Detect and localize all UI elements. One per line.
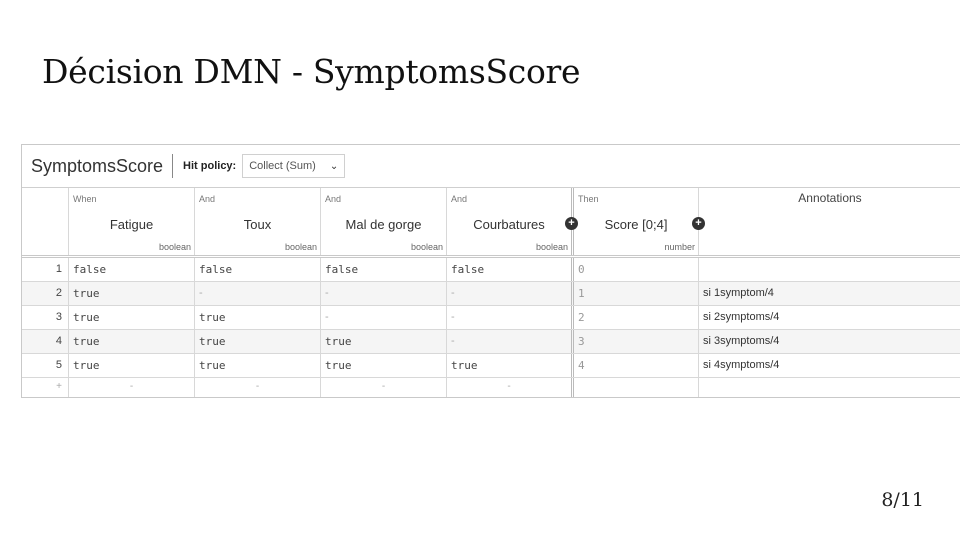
output-cell[interactable]: 1: [574, 282, 699, 305]
input-cell[interactable]: false: [447, 258, 574, 281]
dmn-decision-table: SymptomsScore Hit policy: Collect (Sum) …: [21, 144, 960, 398]
input-cell[interactable]: true: [321, 354, 447, 377]
input-cell[interactable]: true: [69, 306, 195, 329]
output-cell[interactable]: 3: [574, 330, 699, 353]
empty-annotation-cell[interactable]: [699, 378, 960, 397]
empty-input-cell[interactable]: -: [195, 378, 321, 397]
input-cell[interactable]: -: [447, 282, 574, 305]
output-cell[interactable]: 0: [574, 258, 699, 281]
add-rule-row: + - - - -: [22, 378, 960, 397]
output-cell[interactable]: 2: [574, 306, 699, 329]
column-name: Toux: [243, 217, 272, 232]
output-column-header-score[interactable]: Then Score [0;4] number +: [574, 188, 705, 255]
hit-policy-select[interactable]: Collect (Sum) ⌄: [242, 154, 346, 178]
index-header: [22, 188, 69, 255]
input-column-header-courbatures[interactable]: And Courbatures boolean +: [447, 188, 578, 255]
input-cell[interactable]: -: [195, 282, 321, 305]
add-output-column-icon[interactable]: +: [692, 217, 705, 230]
table-row: 4 true true true - 3 si 3symptoms/4: [22, 330, 960, 354]
column-kind: And: [199, 194, 216, 204]
annotation-cell[interactable]: si 2symptoms/4: [703, 311, 780, 323]
table-name[interactable]: SymptomsScore: [31, 154, 174, 178]
table-row: 5 true true true true 4 si 4symptoms/4: [22, 354, 960, 378]
column-name: Score [0;4]: [604, 217, 668, 232]
column-kind: When: [73, 194, 97, 204]
table-row: 3 true true - - 2 si 2symptoms/4: [22, 306, 960, 330]
input-cell[interactable]: -: [321, 282, 447, 305]
column-type: boolean: [410, 242, 443, 252]
column-name: Fatigue: [109, 217, 154, 232]
input-cell[interactable]: -: [321, 306, 447, 329]
input-column-header-toux[interactable]: And Toux boolean: [195, 188, 321, 255]
column-kind: And: [451, 194, 468, 204]
input-cell[interactable]: -: [447, 330, 574, 353]
input-cell[interactable]: false: [195, 258, 321, 281]
row-index: 2: [22, 282, 69, 305]
column-kind: Then: [578, 194, 599, 204]
row-index: 4: [22, 330, 69, 353]
input-cell[interactable]: -: [447, 306, 574, 329]
column-kind: And: [325, 194, 342, 204]
annotation-cell[interactable]: [699, 258, 960, 281]
row-index: 5: [22, 354, 69, 377]
empty-output-cell[interactable]: [574, 378, 699, 397]
input-cell[interactable]: false: [321, 258, 447, 281]
column-header-row: When Fatigue boolean And Toux boolean An…: [22, 188, 960, 258]
column-type: boolean: [535, 242, 568, 252]
add-rule-icon[interactable]: +: [22, 378, 69, 397]
dmn-table-header: SymptomsScore Hit policy: Collect (Sum) …: [22, 145, 960, 188]
input-cell[interactable]: true: [69, 282, 195, 305]
input-cell[interactable]: true: [195, 306, 321, 329]
input-cell[interactable]: true: [447, 354, 574, 377]
hit-policy-value: Collect (Sum): [249, 160, 316, 172]
annotations-header[interactable]: Annotations: [699, 188, 960, 255]
chevron-down-icon: ⌄: [329, 160, 339, 172]
input-cell[interactable]: true: [195, 330, 321, 353]
empty-input-cell[interactable]: -: [321, 378, 447, 397]
annotation-cell[interactable]: si 1symptom/4: [703, 287, 774, 299]
annotation-cell[interactable]: si 3symptoms/4: [703, 335, 780, 347]
annotations-title: Annotations: [798, 191, 862, 205]
input-cell[interactable]: false: [69, 258, 195, 281]
output-cell[interactable]: 4: [574, 354, 699, 377]
table-row: 1 false false false false 0: [22, 258, 960, 282]
empty-input-cell[interactable]: -: [69, 378, 195, 397]
page-number: 8/11: [881, 489, 924, 511]
input-cell[interactable]: true: [69, 354, 195, 377]
input-cell[interactable]: true: [69, 330, 195, 353]
column-type: number: [664, 242, 695, 252]
column-name: Mal de gorge: [345, 217, 422, 232]
input-column-header-fatigue[interactable]: When Fatigue boolean: [69, 188, 195, 255]
empty-input-cell[interactable]: -: [447, 378, 574, 397]
row-index: 3: [22, 306, 69, 329]
input-cell[interactable]: true: [321, 330, 447, 353]
column-name: Courbatures: [473, 217, 545, 232]
input-column-header-mal-de-gorge[interactable]: And Mal de gorge boolean: [321, 188, 447, 255]
hit-policy-label: Hit policy:: [183, 160, 237, 172]
decision-grid: When Fatigue boolean And Toux boolean An…: [22, 188, 960, 397]
input-cell[interactable]: true: [195, 354, 321, 377]
annotation-cell[interactable]: si 4symptoms/4: [703, 359, 780, 371]
column-type: boolean: [158, 242, 191, 252]
column-type: boolean: [284, 242, 317, 252]
slide-title: Décision DMN - SymptomsScore: [42, 52, 581, 91]
row-index: 1: [22, 258, 69, 281]
table-row: 2 true - - - 1 si 1symptom/4: [22, 282, 960, 306]
add-input-column-icon[interactable]: +: [565, 217, 578, 230]
